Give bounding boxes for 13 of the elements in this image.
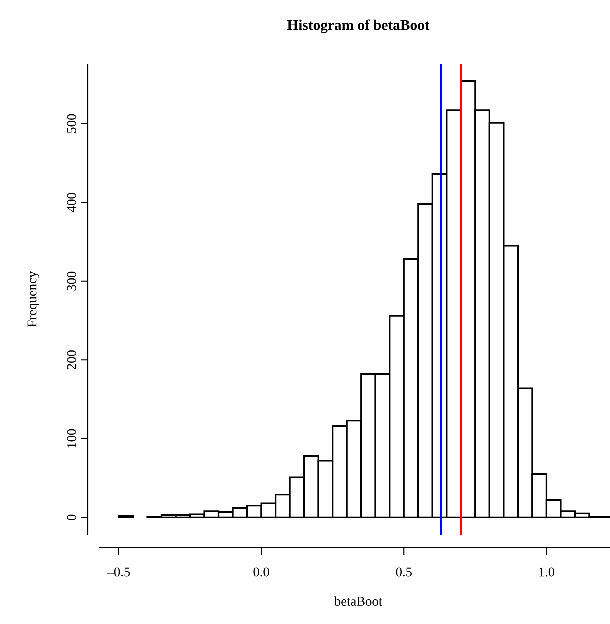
- y-tick-label: 400: [67, 193, 76, 212]
- x-tick-label: –0.5: [107, 568, 130, 577]
- x-axis-title: betaBoot: [334, 596, 383, 606]
- y-tick-label: 200: [67, 350, 76, 370]
- y-axis-title: Frequency: [28, 271, 40, 328]
- y-tick-label: 100: [67, 429, 76, 448]
- x-tick-label: 0.5: [396, 568, 412, 577]
- chart-title: Histogram of betaBoot: [287, 20, 430, 34]
- y-tick-label: 300: [67, 272, 76, 291]
- x-tick-label: 0.0: [254, 568, 270, 577]
- y-tick-label: 500: [67, 114, 76, 134]
- y-tick-label: 0: [67, 514, 76, 520]
- x-tick-label: 1.0: [540, 568, 555, 577]
